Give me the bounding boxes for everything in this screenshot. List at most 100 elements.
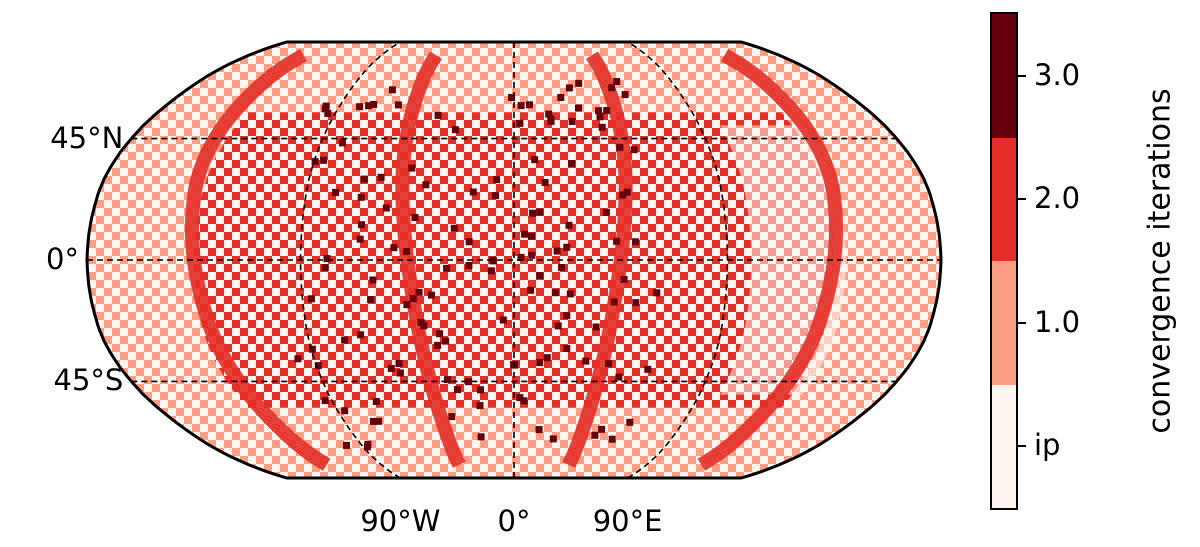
map-field [87, 42, 941, 478]
dark-cell [343, 441, 350, 449]
dark-cell [549, 435, 557, 443]
dark-cell [308, 345, 316, 353]
lon-label: 0° [497, 504, 531, 538]
dark-cell [307, 295, 315, 303]
dark-cell [557, 94, 565, 101]
dark-cell [551, 289, 559, 297]
colorbar-tick-label: 1.0 [1034, 304, 1081, 339]
dark-cell [605, 360, 613, 368]
dark-cell [591, 431, 599, 439]
dark-cell [499, 316, 507, 324]
dark-cell [575, 79, 583, 87]
dark-cell [444, 376, 451, 384]
dark-cell [365, 102, 373, 110]
dark-cell [547, 115, 555, 123]
face-seam-0 [184, 49, 331, 471]
dark-cell [602, 208, 610, 216]
dark-cell [390, 244, 398, 252]
dark-cell [443, 264, 451, 272]
dark-cell [620, 276, 628, 283]
dark-cell [610, 298, 618, 306]
dark-cell [434, 111, 442, 119]
lat-label: 45°S [53, 363, 124, 398]
dark-cell [454, 386, 461, 394]
dark-cell [527, 232, 535, 240]
dark-cell [598, 123, 606, 131]
dark-cell [450, 224, 458, 232]
colorbar [990, 12, 1018, 510]
dark-cell [516, 394, 524, 402]
dark-cell [630, 146, 638, 154]
dark-cell [619, 191, 627, 199]
dark-cell [487, 267, 495, 275]
dark-cell [575, 104, 582, 112]
dark-cell [341, 407, 349, 415]
graticule [87, 41, 941, 479]
dark-cell [375, 417, 383, 425]
dark-cell [632, 299, 640, 307]
dark-cell [417, 319, 425, 326]
dark-cell [476, 402, 484, 410]
dark-cell [396, 369, 404, 377]
dark-cell [356, 103, 364, 111]
dark-cell [332, 188, 340, 196]
dark-cell [320, 156, 328, 164]
dark-cell [563, 345, 571, 352]
dark-cell [314, 362, 322, 370]
dark-cell [341, 336, 349, 344]
colorbar-segment [992, 261, 1016, 385]
dark-cell [428, 291, 435, 299]
dark-cell [415, 288, 423, 296]
dark-cell [527, 286, 535, 294]
dark-cell [568, 160, 576, 168]
dark-cell [632, 238, 640, 246]
map-boundary [85, 40, 943, 480]
dark-cell [377, 173, 385, 181]
dark-cell [311, 158, 319, 166]
colorbar-tick [1018, 198, 1026, 201]
dark-cell [477, 433, 485, 441]
dark-cell [403, 301, 411, 309]
dark-cell [324, 109, 332, 117]
dark-cell [603, 107, 611, 114]
dark-cell [536, 208, 544, 216]
dark-cell [563, 312, 571, 320]
dark-cell [370, 100, 378, 108]
dark-cell [626, 418, 634, 426]
dark-cell [608, 84, 616, 92]
dark-cell [369, 417, 377, 425]
dark-cell [448, 413, 456, 421]
dark-cell [465, 262, 473, 269]
dark-cell [451, 126, 459, 134]
dark-cell [554, 322, 562, 330]
dark-cell [323, 255, 331, 263]
dark-cell [535, 426, 543, 434]
dark-cell [357, 331, 365, 339]
dark-cell [616, 143, 624, 151]
dark-cell [563, 243, 571, 251]
colorbar-tick [1018, 321, 1026, 324]
lon-label: 90°W [360, 504, 441, 538]
map-projection [85, 40, 943, 480]
dark-cell [387, 364, 395, 372]
dark-cell [442, 337, 450, 345]
dark-cell [536, 359, 544, 367]
dark-cell [531, 156, 539, 164]
dark-cell [382, 204, 390, 212]
dark-cell [388, 86, 396, 94]
dark-cell [321, 397, 329, 405]
dark-cell [492, 192, 499, 200]
dark-cell [360, 175, 368, 183]
dark-cell [615, 373, 623, 381]
dark-cell [465, 378, 473, 386]
dark-cell [565, 221, 573, 229]
dark-cell [528, 251, 536, 259]
dark-cell [321, 105, 329, 113]
colorbar-tick [1018, 445, 1026, 448]
dark-cell [356, 235, 364, 243]
colorbar-tick-label: ip [1034, 428, 1061, 463]
region-west-light [87, 42, 344, 478]
dark-cell [644, 365, 652, 373]
dark-cell [521, 230, 529, 238]
dark-cell [516, 119, 524, 127]
